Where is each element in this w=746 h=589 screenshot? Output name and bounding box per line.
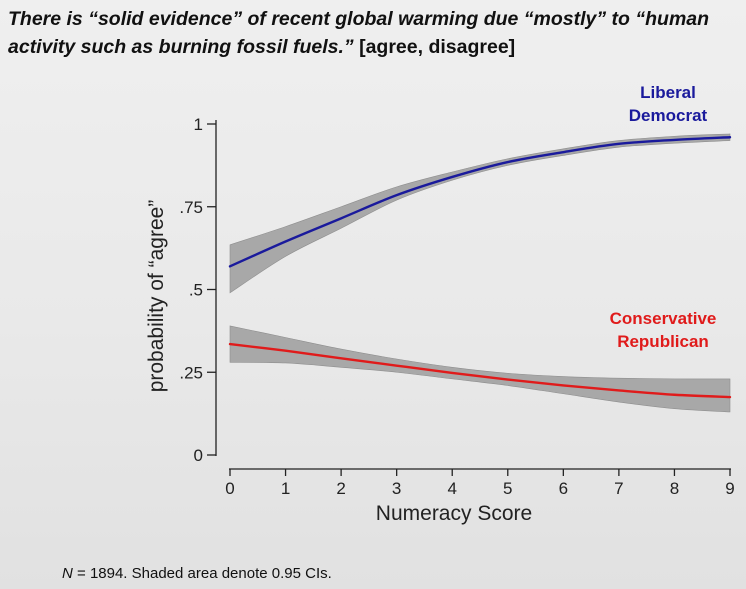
conservative-republican-label: Conservative [610, 309, 717, 328]
series-lines [228, 136, 732, 399]
conservative-republican-ci-band [229, 325, 731, 413]
confidence-bands [229, 133, 731, 413]
liberal-democrat-ci-band [229, 133, 731, 294]
y-tick-label: .75 [179, 198, 203, 217]
x-tick-label: 2 [336, 479, 345, 498]
chart-title: There is “solid evidence” of recent glob… [8, 5, 738, 61]
y-axis-title: probability of “agree” [145, 200, 168, 393]
y-tick-label: 0 [194, 446, 203, 465]
x-tick-label: 9 [725, 479, 734, 498]
conservative-republican-line [228, 342, 732, 399]
y-tick-label: .25 [179, 363, 203, 382]
y-tick-label: 1 [194, 115, 203, 134]
y-tick-label: .5 [189, 281, 203, 300]
axes: 0 .25 .5 .75 1 0 1 2 3 4 5 6 7 8 9 Numeracy Score probab… [145, 115, 735, 525]
conservative-republican-label: Republican [617, 332, 709, 351]
footnote-text: = 1894. Shaded area denote 0.95 CIs. [72, 565, 332, 582]
survey-question: There is “solid evidence” of recent glob… [8, 8, 710, 58]
liberal-democrat-line [228, 136, 732, 268]
x-tick-label: 0 [225, 479, 234, 498]
x-tick-label: 7 [614, 479, 623, 498]
sample-size-symbol: N [62, 565, 73, 582]
x-tick-label: 6 [559, 479, 568, 498]
x-tick-label: 1 [281, 479, 290, 498]
x-tick-label: 8 [670, 479, 679, 498]
x-tick-label: 5 [503, 479, 512, 498]
liberal-democrat-label: Democrat [629, 106, 708, 125]
x-tick-label: 4 [447, 479, 456, 498]
series-labels: Liberal Democrat Conservative Republican [610, 83, 717, 351]
x-axis-title: Numeracy Score [376, 502, 532, 525]
x-tick-label: 3 [392, 479, 401, 498]
liberal-democrat-label: Liberal [640, 83, 696, 102]
survey-options: [agree, disagree] [359, 36, 516, 58]
footnote: N = 1894. Shaded area denote 0.95 CIs. [62, 565, 332, 582]
